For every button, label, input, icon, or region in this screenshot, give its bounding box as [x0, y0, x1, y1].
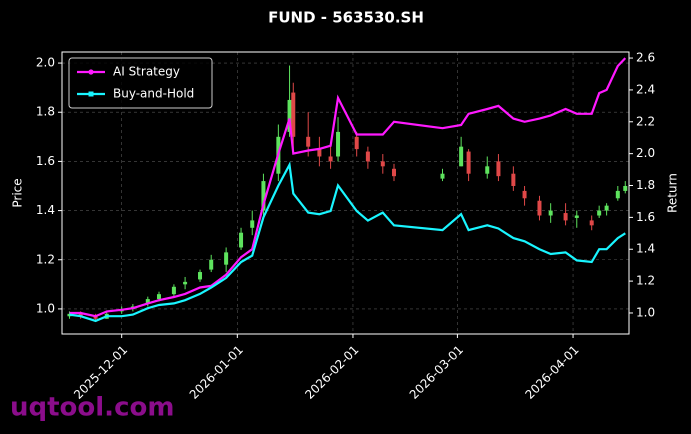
y-tick-label: 1.6	[36, 154, 55, 168]
candle-body	[145, 299, 150, 305]
candle-body	[261, 181, 266, 211]
candle-body	[209, 259, 214, 270]
candle-body	[306, 136, 311, 147]
y-tick-label: 1.0	[36, 301, 55, 315]
candle-body	[522, 190, 527, 199]
candle-body	[466, 151, 471, 174]
candle-body	[391, 168, 396, 177]
candle-body	[287, 99, 292, 132]
candle-body	[93, 316, 98, 319]
y-tick-label: 1.2	[36, 252, 55, 266]
y-tick-label: 1.4	[36, 203, 55, 217]
plot-frame	[61, 51, 630, 335]
legend-marker	[88, 91, 94, 97]
candle-body	[459, 146, 464, 167]
y2-tick-label: 1.0	[636, 305, 655, 319]
series-line	[69, 161, 626, 323]
plot-area	[62, 52, 629, 334]
y-axis-label: Price	[11, 178, 25, 207]
candle-body	[548, 210, 553, 216]
candle-body	[604, 205, 609, 211]
y2-tick-label: 1.8	[636, 178, 655, 192]
y2-tick-label: 1.6	[636, 210, 655, 224]
candle-body	[317, 149, 322, 157]
legend-label: Buy-and-Hold	[113, 87, 194, 101]
y2-tick-label: 2.2	[636, 114, 655, 128]
candle-body	[291, 92, 296, 137]
y2-axis-label: Return	[666, 173, 680, 213]
candle-body	[183, 281, 188, 285]
candle-body	[574, 215, 579, 218]
y2-tick-label: 2.0	[636, 146, 655, 160]
candle-body	[171, 286, 176, 295]
y2-tick-label: 2.4	[636, 82, 655, 96]
candle-body	[239, 232, 244, 248]
candle-body	[198, 272, 203, 280]
legend-label: AI Strategy	[113, 65, 180, 79]
legend-marker	[88, 69, 94, 75]
candle-body	[615, 190, 620, 199]
candle-body	[440, 173, 445, 179]
candle-body	[78, 313, 83, 317]
candle-body	[511, 173, 516, 186]
candle-body	[623, 185, 628, 191]
candle-body	[537, 200, 542, 216]
candle-body	[597, 210, 602, 216]
candle-body	[380, 161, 385, 167]
y2-tick-label: 1.2	[636, 274, 655, 288]
y2-tick-label: 2.6	[636, 51, 655, 65]
candle-body	[328, 156, 333, 162]
chart-title: FUND - 563530.SH	[268, 9, 424, 27]
candle-body	[224, 252, 229, 265]
candle-body	[365, 151, 370, 162]
candle-body	[589, 220, 594, 226]
y-tick-label: 2.0	[36, 56, 55, 70]
candle-body	[336, 131, 341, 157]
series-line	[69, 57, 627, 318]
candle-body	[563, 213, 568, 221]
legend-box	[68, 57, 213, 109]
candle-body	[485, 166, 490, 174]
y2-tick-label: 1.4	[636, 242, 655, 256]
y-tick-label: 1.8	[36, 105, 55, 119]
candle-body	[250, 220, 255, 228]
candle-body	[354, 136, 359, 150]
candle-body	[496, 161, 501, 177]
watermark: uqtool.com	[10, 393, 174, 423]
candle-body	[156, 294, 161, 300]
